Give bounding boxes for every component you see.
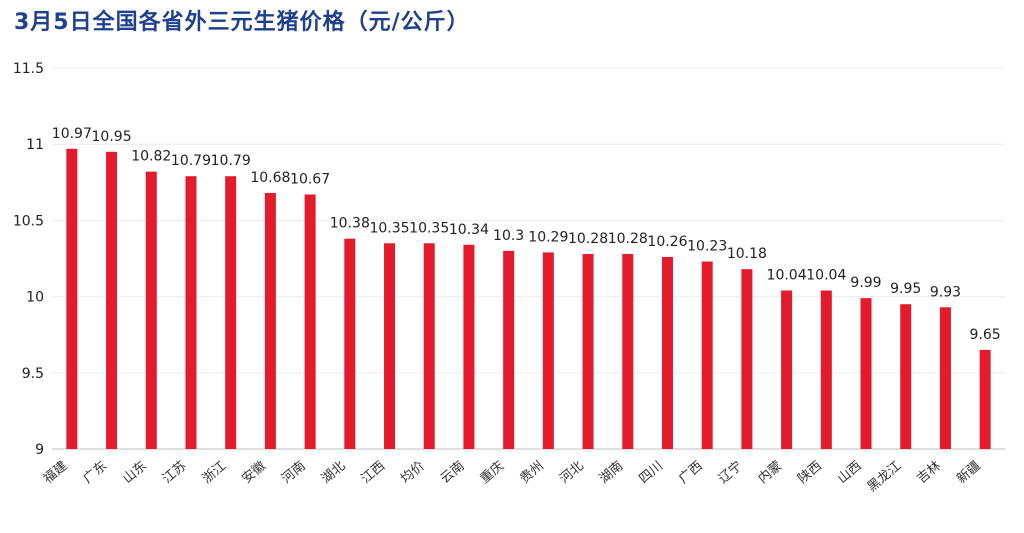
data-label: 10.67 (290, 171, 330, 187)
data-label: 10.38 (330, 216, 370, 232)
x-tick-label: 广西 (676, 459, 706, 487)
data-label: 10.34 (449, 222, 489, 238)
axis-layer: 9 9.5 10 10.5 11 11.5 (13, 61, 44, 458)
data-label: 10.97 (52, 126, 92, 142)
grid-layer (52, 67, 1005, 450)
bar (781, 290, 793, 449)
data-label: 10.3 (493, 228, 524, 244)
x-tick-label: 福建 (41, 459, 71, 487)
bar (939, 307, 951, 449)
bar (900, 304, 912, 449)
bar (701, 261, 713, 449)
data-label: 9.93 (930, 284, 961, 300)
data-label: 10.95 (92, 129, 132, 145)
data-label: 10.35 (369, 220, 409, 236)
bar (304, 194, 316, 449)
bar (66, 148, 78, 449)
x-tick-label: 山东 (120, 459, 150, 487)
data-label: 9.99 (850, 275, 881, 291)
bar (741, 269, 753, 449)
x-tick-label: 新疆 (954, 458, 984, 487)
bar (463, 244, 475, 449)
bar (503, 250, 515, 449)
x-tick-label: 吉林 (914, 459, 944, 487)
bar (423, 243, 435, 449)
x-tick-label: 四川 (636, 459, 666, 487)
data-label: 10.79 (171, 153, 211, 169)
x-tick-label: 辽宁 (715, 458, 745, 487)
x-tick-label: 河北 (557, 459, 587, 487)
y-tick-label: 10 (26, 290, 44, 306)
x-tick-label: 湖南 (596, 458, 626, 487)
data-label: 10.35 (409, 220, 449, 236)
bar (542, 252, 554, 449)
bar (145, 171, 157, 449)
bar (264, 192, 276, 449)
x-tick-label: 均价 (398, 459, 428, 487)
bar (106, 151, 118, 449)
y-tick-label: 11.5 (13, 61, 44, 77)
data-label: 10.26 (647, 234, 687, 250)
x-tick-label: 江苏 (159, 458, 189, 487)
x-tick-label: 广东 (81, 459, 111, 487)
bar (384, 243, 396, 449)
y-tick-label: 11 (26, 137, 44, 153)
bar (344, 238, 356, 449)
bar-layer (66, 148, 991, 450)
x-tick-label: 黑龙江 (865, 459, 905, 496)
y-tick-label: 9.5 (22, 366, 44, 382)
data-label: 9.65 (970, 327, 1001, 343)
x-tick-label: 贵州 (517, 459, 547, 487)
x-tick-label: 湖北 (319, 459, 349, 487)
data-label: 9.95 (890, 281, 921, 297)
y-tick-label: 9 (35, 442, 44, 458)
x-tick-label: 安徽 (239, 459, 269, 487)
bar (979, 349, 991, 449)
y-tick-label: 10.5 (13, 213, 44, 229)
data-label: 10.18 (727, 246, 767, 262)
x-tick-label: 浙江 (200, 459, 230, 487)
data-label: 10.82 (131, 149, 171, 165)
bar (622, 253, 634, 449)
data-label: 10.79 (211, 153, 251, 169)
data-label: 10.28 (568, 231, 608, 247)
x-tick-label: 内蒙 (755, 458, 785, 487)
bar (185, 176, 197, 450)
x-tick-label: 陕西 (795, 459, 825, 487)
data-label: 10.23 (687, 239, 727, 255)
x-tick-label: 重庆 (477, 458, 507, 487)
data-label: 10.28 (608, 231, 648, 247)
x-tick-label: 山西 (835, 459, 865, 487)
bar (860, 298, 872, 449)
bar (582, 253, 594, 449)
data-label: 10.29 (528, 229, 568, 245)
data-label: 10.68 (250, 170, 290, 186)
data-label: 10.04 (806, 268, 846, 284)
x-tick-label: 云南 (437, 458, 467, 487)
chart-title: 3月5日全国各省外三元生猪价格（元/公斤） (14, 10, 470, 35)
x-axis-labels: 福建 广东 山东 江苏 浙江 安徽 河南 湖北 江西 均价 云南 重庆 贵州 河北 湖南 四川 广西 辽宁 内蒙 陕西… (41, 458, 984, 495)
x-tick-label: 河南 (278, 458, 308, 487)
bar (225, 176, 237, 450)
data-label: 10.04 (767, 268, 807, 284)
x-tick-label: 江西 (359, 459, 389, 487)
bar (820, 290, 832, 449)
bar (661, 256, 673, 449)
